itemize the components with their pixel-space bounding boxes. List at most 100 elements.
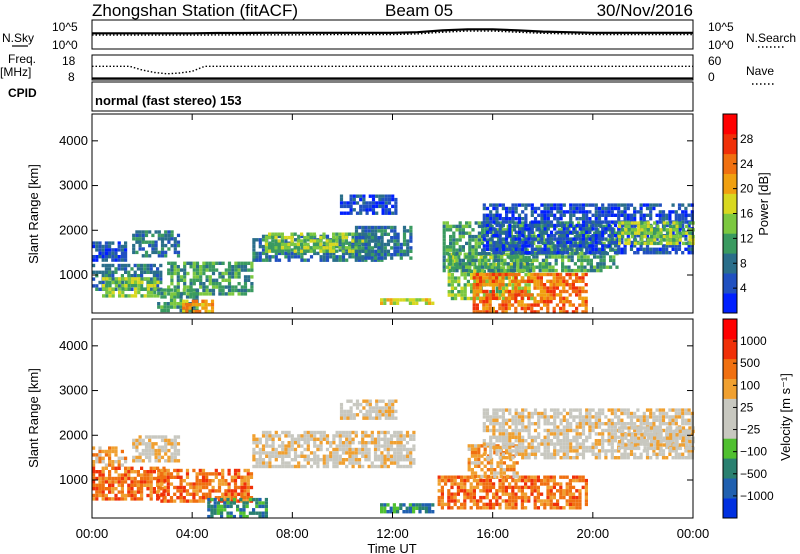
heatmap-cell xyxy=(389,510,393,514)
heatmap-cell xyxy=(520,279,524,283)
heatmap-cell xyxy=(472,289,476,294)
heatmap-cell xyxy=(655,237,659,241)
heatmap-cell xyxy=(173,448,177,453)
heatmap-cell xyxy=(394,197,398,202)
heatmap-cell xyxy=(213,504,217,509)
heatmap-cell xyxy=(656,234,660,239)
heatmap-cell xyxy=(456,485,460,490)
heatmap-cell xyxy=(167,288,171,293)
heatmap-cell xyxy=(537,223,541,228)
heatmap-cell xyxy=(243,265,248,269)
heatmap-cell xyxy=(170,442,174,446)
heatmap-cell xyxy=(466,283,470,287)
heatmap-cell xyxy=(578,489,582,493)
heatmap-cell xyxy=(489,223,493,228)
heatmap-cell xyxy=(157,475,161,479)
heatmap-cell xyxy=(610,220,614,224)
heatmap-cell xyxy=(290,239,294,243)
heatmap-cell xyxy=(495,310,499,314)
heatmap-cell xyxy=(199,275,203,279)
heatmap-cell xyxy=(293,458,298,462)
heatmap-cell xyxy=(338,444,342,448)
heatmap-cell xyxy=(535,251,539,256)
heatmap-cell xyxy=(173,492,177,496)
heatmap-cell xyxy=(322,461,326,465)
heatmap-cell xyxy=(571,283,575,287)
heatmap-cell xyxy=(149,470,153,474)
heatmap-cell xyxy=(208,275,212,279)
heatmap-cell xyxy=(98,446,102,450)
heatmap-cell xyxy=(154,250,158,255)
heatmap-cell xyxy=(511,303,515,307)
heatmap-cell xyxy=(164,237,168,241)
heatmap-cell xyxy=(255,461,259,465)
heatmap-cell xyxy=(383,298,387,302)
heatmap-cell xyxy=(265,437,269,441)
heatmap-cell xyxy=(530,251,534,255)
heatmap-cell xyxy=(160,468,164,473)
heatmap-cell xyxy=(189,265,193,269)
heatmap-cell xyxy=(343,409,347,414)
heatmap-cell xyxy=(92,263,96,268)
heatmap-cell xyxy=(539,283,543,287)
heatmap-cell xyxy=(540,230,544,234)
heatmap-cell xyxy=(141,438,145,443)
heatmap-cell xyxy=(515,474,519,479)
heatmap-cell xyxy=(543,499,547,503)
heatmap-cell xyxy=(527,411,531,416)
heatmap-cell xyxy=(585,247,589,251)
heatmap-cell xyxy=(527,485,531,490)
heatmap-cell xyxy=(271,454,275,458)
heatmap-cell xyxy=(290,441,294,445)
heatmap-cell xyxy=(167,230,171,234)
heatmap-cell xyxy=(367,253,371,257)
heatmap-cell xyxy=(514,482,518,486)
heatmap-cell xyxy=(565,411,570,416)
heatmap-cell xyxy=(585,411,589,416)
heatmap-cell xyxy=(357,441,362,445)
heatmap-cell xyxy=(293,464,298,469)
heatmap-cell xyxy=(306,437,310,441)
heatmap-cell xyxy=(467,447,471,451)
heatmap-cell xyxy=(390,229,394,233)
heatmap-cell xyxy=(562,310,566,314)
heatmap-cell xyxy=(205,265,209,269)
heatmap-cell xyxy=(514,230,518,234)
heatmap-cell xyxy=(458,238,462,242)
heatmap-cell xyxy=(450,279,454,284)
heatmap-cell xyxy=(589,224,593,229)
heatmap-cell xyxy=(511,286,515,290)
heatmap-cell xyxy=(133,470,137,474)
heatmap-cell xyxy=(386,249,391,253)
heatmap-cell xyxy=(339,194,344,198)
heatmap-cell xyxy=(450,262,454,267)
heatmap-cell xyxy=(532,234,536,239)
heatmap-cell xyxy=(517,415,522,419)
heatmap-cell xyxy=(607,206,611,211)
heatmap-cell xyxy=(290,437,294,441)
heatmap-cell xyxy=(556,244,560,248)
heatmap-cell xyxy=(677,244,682,248)
heatmap-cell xyxy=(573,251,577,256)
heatmap-cell xyxy=(551,255,555,259)
heatmap-cell xyxy=(207,504,211,509)
heatmap-cell xyxy=(675,221,679,225)
heatmap-cell xyxy=(488,296,492,300)
heatmap-cell xyxy=(146,473,150,477)
heatmap-cell xyxy=(380,246,384,250)
heatmap-cell xyxy=(402,225,407,230)
heatmap-cell xyxy=(380,437,384,441)
heatmap-cell xyxy=(349,406,353,410)
heatmap-cell xyxy=(102,284,106,288)
heatmap-cell xyxy=(498,303,502,307)
heatmap-cell xyxy=(141,233,145,238)
heatmap-cell xyxy=(482,506,486,510)
heatmap-cell xyxy=(513,255,517,259)
heatmap-cell xyxy=(271,447,275,452)
heatmap-cell xyxy=(559,276,563,280)
heatmap-cell xyxy=(460,506,464,510)
heatmap-cell xyxy=(201,468,206,473)
heatmap-cell xyxy=(137,290,141,295)
heatmap-cell xyxy=(565,482,569,486)
heatmap-cell xyxy=(215,261,219,265)
